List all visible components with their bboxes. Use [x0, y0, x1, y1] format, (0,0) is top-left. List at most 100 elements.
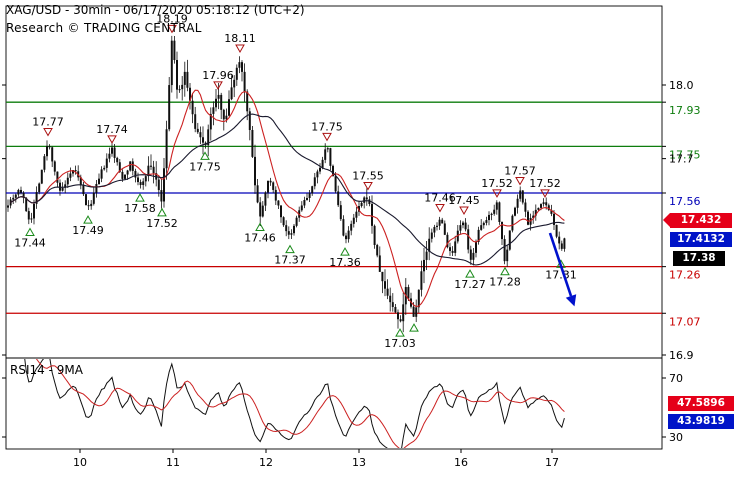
rsi-group	[24, 359, 565, 448]
candle-body	[498, 202, 501, 222]
candle-body	[191, 100, 194, 115]
candle-body	[7, 205, 9, 208]
candle-body	[157, 179, 160, 191]
pivot-marker-up-icon	[135, 193, 145, 202]
candle-body	[373, 225, 376, 245]
candle-body	[516, 198, 519, 208]
pivot-low-label: 17.44	[14, 236, 46, 249]
candle-body	[462, 222, 464, 226]
candle-body	[558, 236, 561, 244]
candle-body	[230, 87, 233, 100]
candle-body	[501, 221, 503, 240]
candle-body	[303, 199, 306, 206]
rsi-axis-label: 70	[669, 372, 683, 385]
candle-body	[399, 319, 402, 322]
candle-body	[176, 60, 178, 90]
candle-body	[360, 202, 363, 207]
level-price-label: 17.07	[669, 315, 701, 328]
candle-body	[64, 184, 67, 188]
candle-body	[163, 168, 165, 202]
candle-body	[397, 312, 399, 320]
candle-body	[389, 295, 392, 303]
pivot-marker-up-icon	[340, 247, 350, 256]
candle-body	[178, 89, 181, 91]
candle-body	[261, 205, 264, 217]
candle-body	[118, 162, 121, 172]
candle-body	[69, 173, 72, 178]
candle-body	[433, 226, 436, 233]
candle-body	[228, 99, 230, 116]
pivot-low-label: 17.36	[329, 256, 361, 269]
candle-body	[168, 85, 171, 130]
candle-body	[259, 202, 262, 217]
pivot-marker-down-icon	[235, 44, 245, 54]
candle-body	[243, 71, 246, 92]
candle-body	[449, 247, 451, 251]
pivot-marker-down-icon	[213, 81, 223, 90]
candle-body	[563, 238, 566, 249]
candle-body	[139, 182, 142, 186]
candle-body	[51, 147, 54, 162]
candle-body	[464, 222, 467, 230]
candle-body	[527, 211, 529, 225]
candle-body	[103, 167, 106, 170]
candle-body	[480, 225, 483, 230]
candle-body	[222, 109, 225, 120]
price-marker-badge-red: 17.432	[663, 213, 732, 228]
candle-body	[108, 153, 111, 159]
pivot-high-label: 17.77	[32, 115, 64, 128]
candle-body	[142, 181, 145, 186]
candle-body	[339, 205, 342, 220]
candle-body	[475, 241, 477, 253]
candle-body	[72, 170, 74, 174]
candle-body	[246, 91, 249, 112]
pivot-marker-down-icon	[167, 24, 177, 34]
candle-body	[173, 40, 176, 61]
candle-body	[378, 255, 381, 272]
pivot-marker-up-icon	[200, 151, 210, 160]
pivot-marker-down-icon	[435, 204, 445, 213]
candle-body	[40, 169, 43, 184]
x-axis-label: 12	[259, 456, 273, 469]
candle-body	[412, 306, 415, 317]
candle-body	[199, 132, 202, 138]
candle-body	[420, 271, 423, 290]
candle-body	[98, 178, 100, 184]
price-axis-label: 17.7	[669, 153, 694, 166]
candle-body	[391, 302, 394, 307]
candle-body	[233, 79, 236, 88]
pivot-high-label: 17.96	[202, 69, 234, 82]
candle-body	[334, 176, 337, 192]
candle-body	[56, 171, 59, 183]
candle-body	[407, 287, 410, 299]
candle-body	[17, 189, 20, 195]
candle-body	[241, 62, 243, 72]
rsi-axis-label: 30	[669, 431, 683, 444]
candle-body	[295, 217, 298, 226]
candle-body	[436, 225, 438, 227]
candle-body	[365, 197, 368, 200]
candle-body	[352, 217, 355, 224]
candle-body	[277, 200, 280, 206]
candle-body	[207, 129, 210, 146]
pivot-marker-up-icon	[465, 269, 475, 278]
candle-body	[105, 158, 108, 168]
pivot-low-label: 17.28	[489, 276, 521, 289]
pivot-high-label: 17.45	[448, 194, 480, 207]
candle-body	[402, 304, 405, 322]
candle-body	[137, 177, 139, 183]
candle-body	[33, 203, 35, 219]
candle-body	[363, 197, 366, 203]
candle-body	[555, 224, 558, 237]
candle-body	[150, 165, 152, 167]
candle-body	[194, 114, 197, 129]
candle-body	[514, 207, 516, 216]
pivot-marker-down-icon	[107, 135, 117, 144]
candle-body	[376, 244, 379, 256]
candle-body	[267, 180, 269, 193]
candle-body	[319, 167, 321, 172]
candle-body	[121, 171, 124, 179]
candle-body	[48, 146, 51, 148]
pivot-low-label: 17.31	[545, 268, 577, 281]
